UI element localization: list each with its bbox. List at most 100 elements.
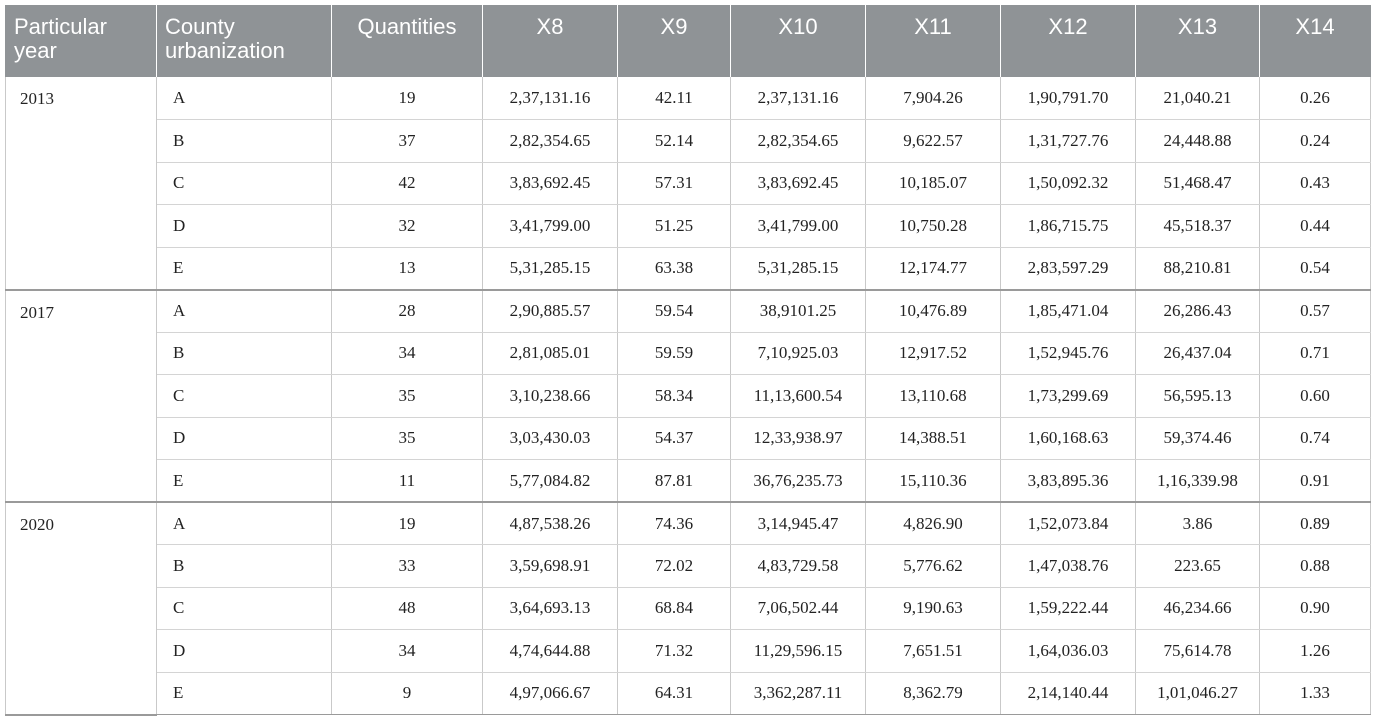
county-cell: D <box>156 629 332 673</box>
x9-cell: 63.38 <box>617 247 731 291</box>
x10-cell: 38,9101.25 <box>730 289 866 333</box>
x9-cell: 58.34 <box>617 374 731 418</box>
quantities-cell: 42 <box>331 162 483 205</box>
county-cell: B <box>156 119 332 163</box>
x12-cell: 1,86,715.75 <box>1000 204 1136 248</box>
table-row: 2020 A 19 4,87,538.26 74.36 3,14,945.47 4,826.… <box>5 502 1371 716</box>
header-x12: X12 <box>1000 5 1136 77</box>
header-x10: X10 <box>730 5 866 77</box>
x12-cell: 1,31,727.76 <box>1000 119 1136 163</box>
x11-cell: 7,904.26 <box>865 77 1001 120</box>
x9-cell: 59.54 <box>617 289 731 333</box>
table-row: B 37 2,82,354.65 52.14 2,82,354.65 9,622.57 1,… <box>6 119 1371 163</box>
x8-cell: 3,83,692.45 <box>482 162 618 205</box>
table-row: D 34 4,74,644.88 71.32 11,29,596.15 7,651.51 1… <box>6 629 1371 673</box>
x8-cell: 3,41,799.00 <box>482 204 618 248</box>
county-cell: E <box>156 459 332 503</box>
x10-cell: 7,06,502.44 <box>730 587 866 630</box>
x10-cell: 3,362,287.11 <box>730 672 866 715</box>
x14-cell: 0.71 <box>1259 332 1371 375</box>
x11-cell: 7,651.51 <box>865 629 1001 673</box>
x8-cell: 5,31,285.15 <box>482 247 618 291</box>
x14-cell: 0.57 <box>1259 289 1371 333</box>
x12-cell: 1,85,471.04 <box>1000 289 1136 333</box>
county-cell: B <box>156 332 332 375</box>
header-particular-year: Particular year <box>5 5 157 77</box>
x10-cell: 12,33,938.97 <box>730 417 866 460</box>
x12-cell: 1,64,036.03 <box>1000 629 1136 673</box>
quantities-cell: 34 <box>331 332 483 375</box>
table-row: C 35 3,10,238.66 58.34 11,13,600.54 13,110.68… <box>6 374 1371 418</box>
header-row: Particular year County urbanization Quan… <box>5 5 1371 77</box>
x8-cell: 3,64,693.13 <box>482 587 618 630</box>
x13-cell: 21,040.21 <box>1135 77 1260 120</box>
x9-cell: 54.37 <box>617 417 731 460</box>
quantities-cell: 11 <box>331 459 483 503</box>
quantities-cell: 19 <box>331 502 483 545</box>
table-body: 2013 A 19 2,37,131.16 42.11 2,37,131.16 7,904.… <box>5 77 1371 716</box>
x14-cell: 0.88 <box>1259 544 1371 588</box>
county-cell: E <box>156 672 332 715</box>
x9-cell: 42.11 <box>617 77 731 120</box>
x13-cell: 46,234.66 <box>1135 587 1260 630</box>
x12-cell: 1,52,073.84 <box>1000 502 1136 545</box>
x12-cell: 1,47,038.76 <box>1000 544 1136 588</box>
x14-cell: 0.54 <box>1259 247 1371 291</box>
x9-cell: 64.31 <box>617 672 731 715</box>
x14-cell: 0.91 <box>1259 459 1371 503</box>
x8-cell: 5,77,084.82 <box>482 459 618 503</box>
quantities-cell: 34 <box>331 629 483 673</box>
table-row: E 11 5,77,084.82 87.81 36,76,235.73 15,110.36… <box>6 459 1371 503</box>
x11-cell: 12,174.77 <box>865 247 1001 291</box>
year-cell: 2013 <box>5 77 157 291</box>
x11-cell: 9,622.57 <box>865 119 1001 163</box>
x9-cell: 57.31 <box>617 162 731 205</box>
county-cell: A <box>156 77 332 120</box>
x9-cell: 59.59 <box>617 332 731 375</box>
county-cell: C <box>156 587 332 630</box>
x10-cell: 2,37,131.16 <box>730 77 866 120</box>
x13-cell: 26,437.04 <box>1135 332 1260 375</box>
x10-cell: 3,41,799.00 <box>730 204 866 248</box>
x8-cell: 2,37,131.16 <box>482 77 618 120</box>
x8-cell: 4,97,066.67 <box>482 672 618 715</box>
header-x8: X8 <box>482 5 618 77</box>
table-row: B 33 3,59,698.91 72.02 4,83,729.58 5,776.62 1,… <box>6 544 1371 588</box>
data-table-container: Particular year County urbanization Quan… <box>5 5 1371 716</box>
x12-cell: 3,83,895.36 <box>1000 459 1136 503</box>
quantities-cell: 48 <box>331 587 483 630</box>
x10-cell: 3,83,692.45 <box>730 162 866 205</box>
x10-cell: 5,31,285.15 <box>730 247 866 291</box>
table-row: D 32 3,41,799.00 51.25 3,41,799.00 10,750.28 1… <box>6 204 1371 248</box>
table-row: 2017 A 28 2,90,885.57 59.54 38,9101.25 10,476.… <box>5 289 1371 503</box>
x11-cell: 13,110.68 <box>865 374 1001 418</box>
table-row: E 9 4,97,066.67 64.31 3,362,287.11 8,362.79 2,… <box>6 672 1371 715</box>
x10-cell: 7,10,925.03 <box>730 332 866 375</box>
x14-cell: 0.89 <box>1259 502 1371 545</box>
x13-cell: 45,518.37 <box>1135 204 1260 248</box>
x13-cell: 24,448.88 <box>1135 119 1260 163</box>
year-cell: 2017 <box>5 289 157 503</box>
x8-cell: 4,87,538.26 <box>482 502 618 545</box>
x8-cell: 2,90,885.57 <box>482 289 618 333</box>
x11-cell: 14,388.51 <box>865 417 1001 460</box>
x14-cell: 0.74 <box>1259 417 1371 460</box>
x14-cell: 0.24 <box>1259 119 1371 163</box>
x12-cell: 1,52,945.76 <box>1000 332 1136 375</box>
quantities-cell: 32 <box>331 204 483 248</box>
table-row: C 42 3,83,692.45 57.31 3,83,692.45 10,185.07 1… <box>6 162 1371 205</box>
x8-cell: 4,74,644.88 <box>482 629 618 673</box>
data-table: Particular year County urbanization Quan… <box>5 5 1371 716</box>
x12-cell: 1,50,092.32 <box>1000 162 1136 205</box>
x10-cell: 36,76,235.73 <box>730 459 866 503</box>
x12-cell: 1,59,222.44 <box>1000 587 1136 630</box>
x14-cell: 0.90 <box>1259 587 1371 630</box>
table-row: E 13 5,31,285.15 63.38 5,31,285.15 12,174.77 2… <box>6 247 1371 291</box>
x11-cell: 10,476.89 <box>865 289 1001 333</box>
x9-cell: 68.84 <box>617 587 731 630</box>
x14-cell: 1.26 <box>1259 629 1371 673</box>
x13-cell: 56,595.13 <box>1135 374 1260 418</box>
table-header: Particular year County urbanization Quan… <box>5 5 1371 77</box>
x12-cell: 2,83,597.29 <box>1000 247 1136 291</box>
quantities-cell: 13 <box>331 247 483 291</box>
